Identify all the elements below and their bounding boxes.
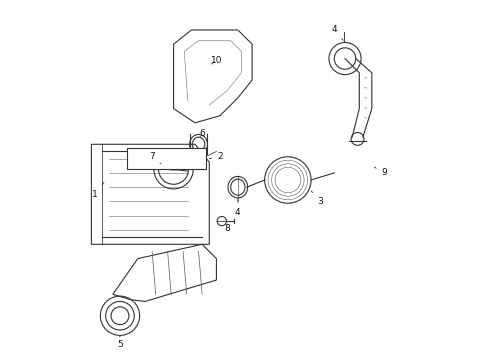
Text: 2: 2: [209, 152, 223, 161]
Text: 10: 10: [211, 56, 222, 65]
Text: 3: 3: [311, 191, 323, 206]
Text: 7: 7: [149, 152, 161, 164]
Text: 9: 9: [374, 167, 387, 177]
Text: 4: 4: [235, 199, 241, 217]
Text: 4: 4: [332, 26, 343, 40]
Polygon shape: [92, 144, 209, 244]
Polygon shape: [173, 30, 252, 123]
Text: 6: 6: [199, 129, 205, 138]
Text: 5: 5: [117, 336, 123, 349]
Text: 8: 8: [224, 224, 230, 233]
Text: 1: 1: [92, 182, 104, 199]
Bar: [127, 148, 206, 169]
Polygon shape: [113, 244, 217, 301]
